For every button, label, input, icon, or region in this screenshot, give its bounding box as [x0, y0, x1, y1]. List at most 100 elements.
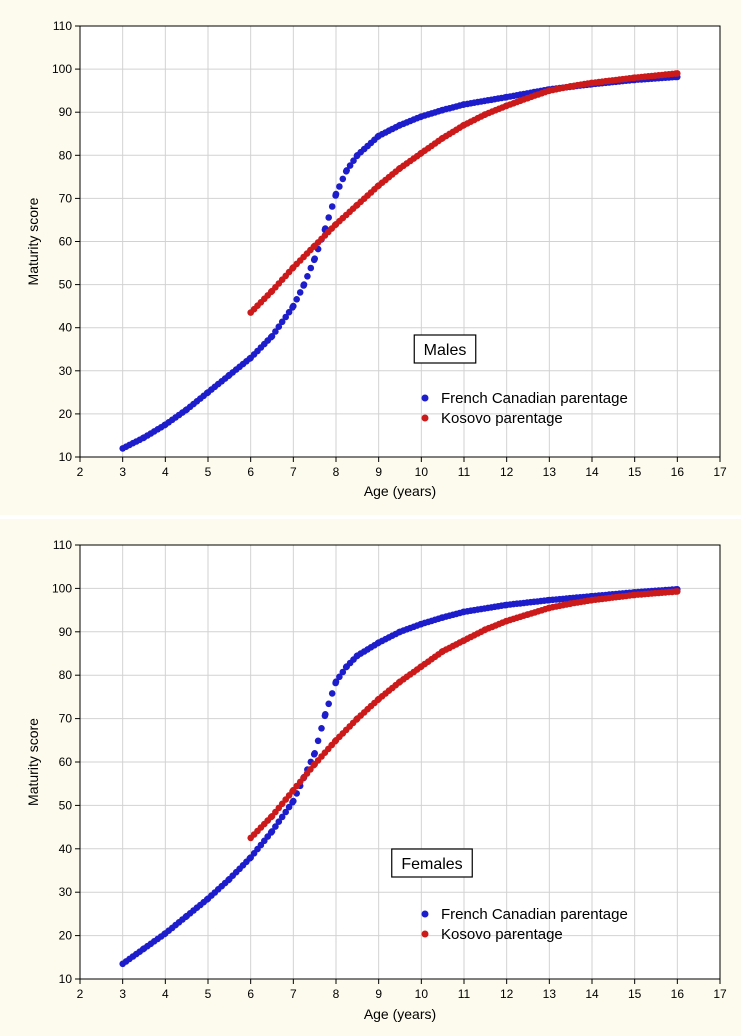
- x-tick-label: 2: [77, 465, 84, 479]
- x-tick-label: 5: [205, 465, 212, 479]
- x-tick-label: 13: [543, 465, 557, 479]
- data-point: [272, 823, 279, 830]
- y-tick-label: 20: [59, 929, 73, 943]
- data-point: [343, 167, 351, 174]
- x-tick-label: 15: [628, 465, 642, 479]
- y-tick-label: 10: [59, 972, 73, 986]
- data-point: [285, 803, 293, 811]
- y-tick-label: 80: [59, 668, 73, 682]
- gridlines: [79, 25, 721, 458]
- x-tick-label: 16: [671, 465, 685, 479]
- x-tick-label: 7: [290, 465, 297, 479]
- y-tick-label: 100: [52, 62, 72, 76]
- annotation-label: Males: [424, 342, 467, 359]
- data-point: [311, 255, 319, 262]
- x-tick-label: 11: [458, 465, 471, 479]
- x-tick-label: 12: [500, 465, 514, 479]
- x-tick-label: 10: [415, 987, 429, 1001]
- annotation-box: [391, 848, 473, 878]
- panel-divider: [0, 515, 741, 519]
- females-chart: 2 3 4 5 6 7 8 9 10 11 12 13 14 15 16 17 10 20 30 40 50 60 70 80…: [25, 538, 727, 1022]
- x-tick-label: 4: [162, 987, 169, 1001]
- y-tick-label: 70: [59, 191, 73, 205]
- data-point: [300, 281, 308, 288]
- data-point: [339, 175, 347, 183]
- y-axis-label: Maturity score: [25, 718, 41, 806]
- data-point: [293, 296, 301, 303]
- x-tick-label: 9: [375, 987, 382, 1001]
- data-point: [318, 725, 325, 732]
- data-point: [282, 808, 290, 816]
- data-point: [275, 323, 283, 331]
- y-axis-label: Maturity score: [25, 197, 41, 285]
- x-tick-label: 5: [205, 987, 212, 1001]
- data-point: [328, 690, 336, 697]
- x-tick-label: 17: [713, 987, 727, 1001]
- annotation-label: Females: [401, 856, 462, 873]
- y-tick-label: 80: [59, 148, 73, 162]
- legend: French Canadian parentage Kosovo parentag…: [421, 906, 628, 943]
- x-tick-label: 13: [543, 987, 557, 1001]
- x-tick-label: 14: [585, 987, 599, 1001]
- data-point: [278, 318, 286, 326]
- x-tick-label: 6: [247, 987, 254, 1001]
- data-point: [268, 333, 276, 340]
- y-tick-label: 50: [59, 278, 73, 292]
- y-tick-label: 30: [59, 885, 73, 899]
- data-point: [336, 673, 343, 681]
- data-point: [674, 588, 681, 595]
- y-tick-label: 90: [59, 105, 73, 119]
- x-tick-label: 6: [247, 465, 254, 479]
- data-point: [328, 203, 336, 210]
- x-tick-label: 12: [500, 987, 514, 1001]
- x-tick-label: 4: [162, 465, 169, 479]
- x-tick-label: 17: [713, 465, 727, 479]
- data-point: [268, 828, 276, 835]
- x-tick-label: 3: [119, 465, 126, 479]
- data-point: [296, 289, 304, 296]
- males-chart: 2 3 4 5 6 7 8 9 10 11 12 13 14 15 16 17 10 20 30 40 50 60 70 80…: [25, 19, 727, 499]
- series-kosovo: [247, 70, 681, 316]
- y-tick-label: 90: [59, 625, 73, 639]
- x-axis-label: Age (years): [364, 1006, 436, 1022]
- y-tick-label: 60: [59, 755, 73, 769]
- legend-marker: [421, 414, 429, 422]
- x-tick-label: 8: [333, 987, 340, 1001]
- data-point: [285, 308, 293, 316]
- females-chart-panel: 2 3 4 5 6 7 8 9 10 11 12 13 14 15 16 17 10 20 30 40 50 60 70 80…: [0, 519, 741, 1036]
- data-point: [332, 678, 340, 685]
- annotation-box: [413, 334, 477, 364]
- data-point: [314, 737, 322, 745]
- legend-label: French Canadian parentage: [441, 906, 628, 923]
- x-tick-label: 3: [119, 987, 126, 1001]
- data-point: [307, 264, 315, 272]
- x-tick-label: 14: [585, 465, 599, 479]
- data-point: [674, 70, 681, 77]
- y-tick-label: 70: [59, 712, 73, 726]
- x-tick-label: 11: [458, 987, 471, 1001]
- y-tick-label: 40: [59, 321, 73, 335]
- legend-label: Kosovo parentage: [441, 926, 563, 943]
- males-chart-panel: 2 3 4 5 6 7 8 9 10 11 12 13 14 15 16 17 10 20 30 40 50 60 70 80…: [0, 0, 741, 515]
- legend-label: Kosovo parentage: [441, 410, 563, 427]
- series-kosovo: [247, 588, 681, 842]
- y-tick-label: 110: [53, 538, 72, 552]
- legend-marker: [421, 394, 429, 402]
- y-tick-label: 50: [59, 798, 73, 812]
- data-point: [278, 813, 286, 821]
- y-tick-label: 60: [59, 235, 73, 249]
- y-tick-label: 100: [52, 581, 72, 595]
- data-point: [350, 157, 357, 164]
- data-point: [339, 668, 347, 676]
- data-point: [304, 273, 311, 280]
- legend-label: French Canadian parentage: [441, 390, 628, 407]
- data-point: [325, 214, 333, 221]
- x-tick-label: 9: [375, 465, 382, 479]
- legend-marker: [421, 910, 429, 918]
- y-tick-label: 10: [59, 450, 73, 464]
- y-tick-label: 40: [59, 842, 73, 856]
- data-point: [311, 750, 319, 757]
- y-tick-label: 110: [53, 19, 72, 33]
- data-point: [325, 700, 333, 708]
- x-axis-label: Age (years): [364, 483, 436, 499]
